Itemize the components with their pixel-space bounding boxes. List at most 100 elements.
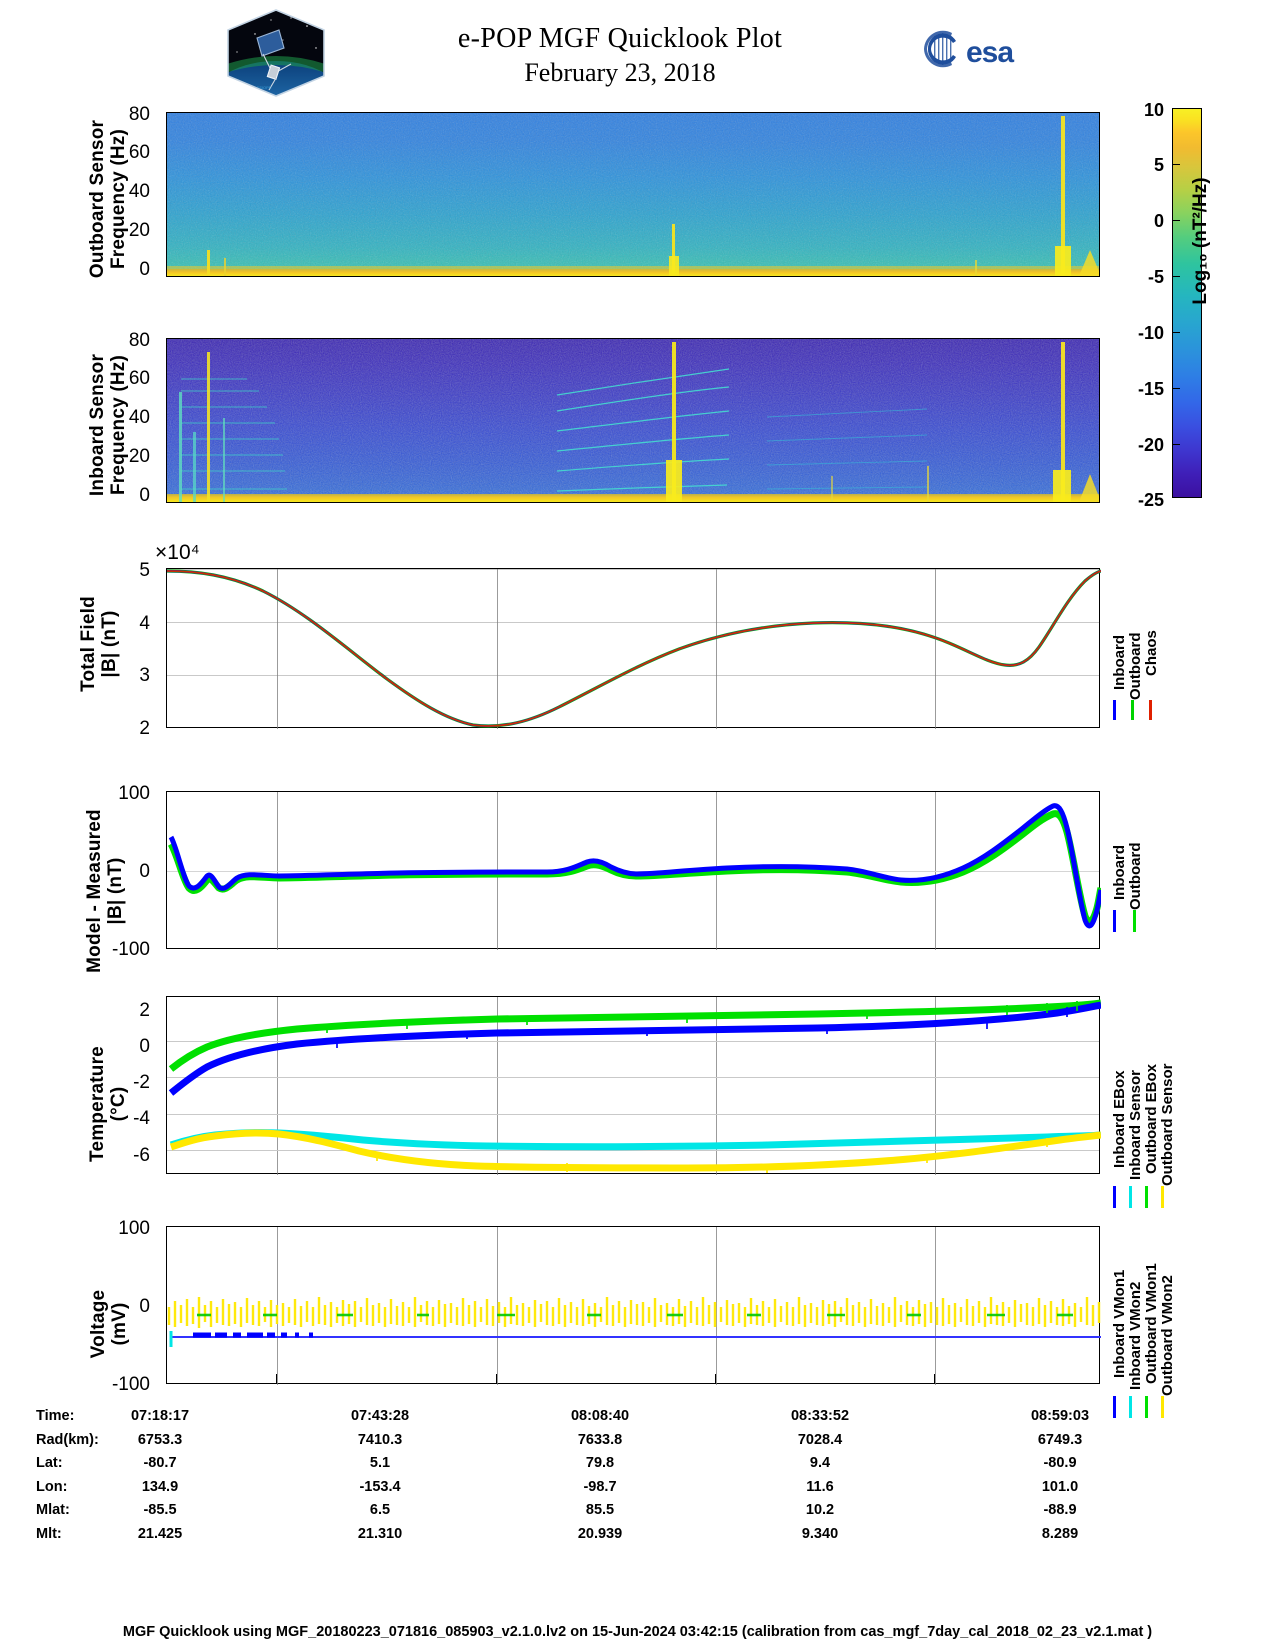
table-cell: -85.5	[143, 1502, 177, 1518]
colorbar-tick: -25	[1137, 490, 1164, 510]
legend-label: Inboard VMon2	[1127, 1281, 1144, 1390]
table-cell: 5.1	[369, 1455, 391, 1471]
table-cell: -153.4	[359, 1478, 401, 1495]
page-title: e-POP MGF Quicklook Plot February 23, 20…	[330, 22, 910, 90]
table-cell: 7633.8	[577, 1431, 623, 1448]
row-label: Lon:	[36, 1478, 68, 1495]
legend-swatch	[1113, 1396, 1116, 1418]
plot-area[interactable]	[166, 112, 1100, 277]
table-row: Mlt: 21.425 21.310 20.939 9.340 8.289	[0, 1526, 1275, 1550]
ytick: 5	[139, 560, 150, 581]
cassiope-mission-patch-icon: CASSIOPE	[227, 9, 325, 97]
legend-swatch	[1145, 1186, 1148, 1208]
table-cell: 21.425	[137, 1525, 183, 1542]
legend-label: Chaos	[1143, 630, 1160, 676]
plot-area[interactable]	[166, 996, 1101, 1175]
legend-swatch	[1129, 1396, 1132, 1418]
ytick: 4	[139, 613, 150, 634]
table-cell: 7410.3	[357, 1431, 403, 1448]
ytick: 100	[118, 783, 150, 804]
ytick: 20	[128, 446, 150, 467]
ytick: 0	[139, 485, 150, 506]
page-header: CASSIOPE e-POP MGF Quicklook Plot Februa…	[0, 0, 1275, 105]
ytick: -6	[133, 1145, 150, 1166]
ytick: -100	[111, 939, 150, 960]
plot-area[interactable]	[166, 791, 1101, 950]
plot-area[interactable]	[166, 568, 1101, 729]
table-cell: 6749.3	[1037, 1431, 1083, 1448]
colorbar-tick: -10	[1137, 323, 1164, 343]
legend-swatch	[1113, 1186, 1116, 1208]
temperature-traces	[168, 999, 1101, 1173]
table-cell: 134.9	[141, 1478, 179, 1495]
row-label: Rad(km):	[36, 1431, 99, 1448]
table-cell: 11.6	[806, 1478, 834, 1495]
legend-label: Outboard VMon2	[1159, 1275, 1176, 1396]
legend-label: Outboard VMon1	[1143, 1263, 1160, 1384]
table-cell: -80.7	[143, 1455, 177, 1471]
table-cell: 10.2	[805, 1502, 835, 1518]
table-row: Lon: 134.9 -153.4 -98.7 11.6 101.0	[0, 1479, 1275, 1503]
legend-swatch	[1113, 700, 1116, 720]
legend-swatch	[1113, 910, 1116, 932]
colorbar-tick: -20	[1137, 435, 1164, 455]
ytick: 80	[128, 330, 150, 351]
ytick: 60	[128, 368, 150, 389]
ytick: 100	[118, 1218, 150, 1239]
table-cell: 9.4	[809, 1455, 831, 1471]
legend-label: Inboard VMon1	[1111, 1269, 1128, 1378]
table-cell: 8.289	[1041, 1525, 1079, 1542]
ytick: 0	[139, 861, 150, 882]
table-cell: 79.8	[585, 1455, 615, 1471]
colorbar-tick: 0	[1153, 211, 1164, 231]
row-label: Mlt:	[36, 1525, 62, 1542]
voltage-traces	[167, 1297, 1101, 1347]
legend-label: Outboard	[1127, 842, 1144, 911]
table-cell: -80.9	[1043, 1455, 1077, 1471]
plot-area[interactable]	[166, 1226, 1101, 1385]
legend-swatch	[1129, 1186, 1132, 1208]
legend-label: Outboard Sensor	[1159, 1063, 1176, 1186]
table-cell: 101.0	[1041, 1478, 1079, 1495]
legend-label: Inboard EBox	[1111, 1070, 1128, 1168]
table-cell: 85.5	[585, 1502, 615, 1518]
table-cell: 6.5	[369, 1502, 391, 1518]
table-cell: 20.939	[577, 1525, 623, 1542]
footer-provenance: MGF Quicklook using MGF_20180223_071816_…	[122, 1624, 1153, 1640]
legend-swatch	[1161, 1186, 1164, 1208]
table-cell: 08:59:03	[1030, 1408, 1090, 1424]
table-row: Rad(km): 6753.3 7410.3 7633.8 7028.4 674…	[0, 1432, 1275, 1456]
spectrogram-image	[167, 113, 1099, 276]
table-row: Time: 07:18:17 07:43:28 08:08:40 08:33:5…	[0, 1408, 1275, 1432]
table-cell: -98.7	[583, 1478, 617, 1495]
colorbar	[1172, 108, 1202, 498]
row-label: Lat:	[36, 1455, 63, 1471]
ytick: 0	[139, 1296, 150, 1317]
table-cell: 6753.3	[137, 1431, 183, 1448]
table-cell: -88.9	[1043, 1502, 1077, 1518]
ytick: 40	[128, 407, 150, 428]
ytick: 20	[128, 220, 150, 241]
table-cell: 08:08:40	[570, 1408, 630, 1424]
residual-traces	[167, 803, 1101, 929]
row-label: Time:	[36, 1408, 75, 1424]
colorbar-tick: -15	[1137, 379, 1164, 399]
spectrogram-harmonics	[181, 368, 928, 492]
table-cell: 21.310	[357, 1525, 403, 1542]
table-cell: 07:43:28	[350, 1408, 410, 1424]
title-subtitle: February 23, 2018	[524, 58, 716, 87]
table-cell: 08:33:52	[790, 1408, 850, 1424]
ytick: -2	[133, 1072, 150, 1093]
total-field-traces	[167, 569, 1101, 728]
ephemeris-table: Time: 07:18:17 07:43:28 08:08:40 08:33:5…	[0, 1408, 1275, 1549]
ytick: 60	[128, 142, 150, 163]
legend-label: Inboard	[1111, 845, 1128, 900]
colorbar-tick: 5	[1153, 155, 1164, 175]
svg-text:esa: esa	[966, 36, 1014, 69]
ytick: 80	[128, 104, 150, 125]
plot-area[interactable]	[166, 338, 1100, 503]
colorbar-tick: 10	[1143, 100, 1164, 120]
ytick: 2	[139, 1000, 150, 1021]
legend-swatch	[1149, 700, 1152, 720]
legend-swatch	[1161, 1396, 1164, 1418]
